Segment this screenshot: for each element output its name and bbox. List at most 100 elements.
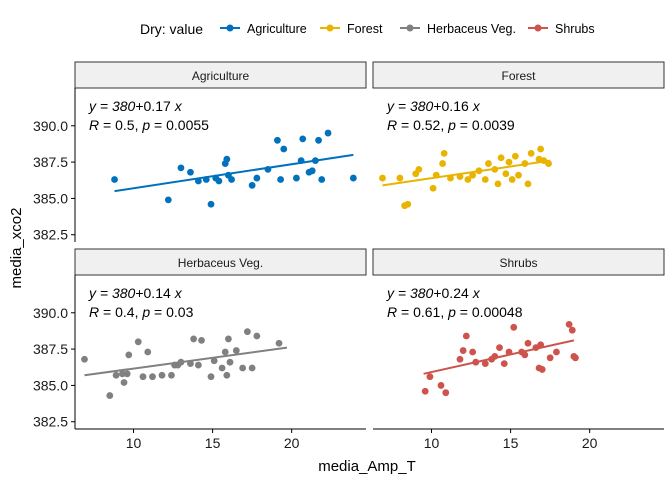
data-point [187, 168, 194, 176]
legend-items: Agriculture Forest Herbaceus Veg. Shrubs [220, 22, 595, 36]
data-point [439, 160, 446, 167]
equation-var: x [174, 285, 183, 301]
x-tick-label: 15 [503, 435, 519, 451]
regression-line [84, 346, 288, 377]
legend-item: Shrubs [528, 22, 595, 36]
stat-r-value: 0.5 [115, 117, 135, 133]
legend-key-dot [406, 24, 414, 32]
facet-strip [74, 248, 367, 276]
stat-p-symbol: p [141, 117, 150, 133]
legend-label: Shrubs [555, 22, 595, 36]
data-point [415, 165, 423, 173]
facet-strip-label: Herbaceus Veg. [178, 256, 263, 270]
data-point [491, 352, 499, 360]
data-point [432, 171, 440, 179]
stat-eq: = [397, 304, 413, 320]
data-point [274, 136, 281, 144]
data-point [207, 200, 215, 208]
data-point [527, 149, 535, 157]
data-point [437, 382, 445, 389]
facet-panel: Forest y = 380+0.16 x R = 0.52, p = 0.0039 [372, 61, 665, 210]
legend-label: Agriculture [247, 22, 307, 36]
facet-strip-label: Shrubs [499, 256, 537, 270]
data-point [469, 171, 477, 179]
data-point [202, 176, 210, 183]
stat-eq: = [150, 117, 166, 133]
facet-panel: Shrubs y = 380+0.24 x R = 0.61, p = 0.00048… [372, 248, 665, 451]
stat-r-symbol: R [89, 304, 99, 320]
data-point [568, 326, 576, 334]
y-tick-label: 387.5 [33, 154, 68, 170]
x-tick-label: 10 [424, 435, 440, 451]
data-point [456, 355, 464, 363]
data-point [277, 176, 284, 183]
data-point [324, 129, 332, 137]
data-point [215, 177, 223, 185]
facet-strip-label: Forest [501, 69, 536, 83]
stat-r-symbol: R [89, 117, 99, 133]
data-point [177, 164, 185, 172]
data-point [440, 149, 448, 157]
correlation-stats: R = 0.52, p = 0.0039 [387, 117, 515, 133]
stat-sep: , [135, 304, 143, 320]
legend-item: Herbaceus Veg. [400, 22, 516, 36]
data-point [429, 184, 437, 192]
data-point [223, 371, 231, 379]
data-point [187, 360, 194, 368]
y-tick-label: 387.5 [33, 341, 68, 357]
stat-eq: = [397, 117, 413, 133]
legend-key-dot [326, 24, 334, 32]
data-point [508, 176, 516, 183]
data-point [546, 354, 554, 362]
legend-label: Herbaceus Veg. [427, 22, 516, 36]
data-point [198, 336, 205, 344]
correlation-stats: R = 0.4, p = 0.03 [89, 304, 194, 320]
stat-p-symbol: p [447, 304, 456, 320]
correlation-stats: R = 0.61, p = 0.00048 [387, 304, 523, 320]
y-tick-label: 385.0 [33, 377, 68, 393]
data-point [456, 173, 464, 181]
data-point [472, 358, 480, 366]
equation-var: x [472, 98, 481, 114]
data-point [239, 364, 247, 372]
data-point [379, 174, 386, 182]
data-point [299, 135, 307, 143]
data-point [515, 171, 522, 179]
data-point [225, 335, 232, 343]
legend-key-dot [226, 24, 234, 32]
data-point [149, 373, 156, 381]
data-point [491, 165, 499, 173]
equation-lead: y = 380 [88, 98, 136, 114]
stat-r-value: 0.4 [115, 304, 135, 320]
y-axis-title: media_xco2 [8, 208, 25, 289]
data-point [226, 358, 234, 366]
data-point [545, 160, 552, 167]
equation-coef: 0.16 [442, 98, 469, 114]
equation-lead: y = 380 [386, 285, 434, 301]
data-point [81, 355, 88, 363]
data-point [119, 370, 126, 378]
stat-r-value: 0.61 [413, 304, 440, 320]
data-point [111, 176, 118, 183]
data-point [293, 174, 300, 182]
stat-p-symbol: p [141, 304, 150, 320]
y-tick-label: 390.0 [33, 118, 68, 134]
data-point [426, 373, 434, 381]
stat-p-value: 0.03 [166, 304, 193, 320]
legend-item: Agriculture [220, 22, 307, 36]
x-tick-label: 10 [126, 435, 142, 451]
data-point [497, 154, 505, 162]
data-point [502, 170, 510, 178]
legend-item: Forest [320, 22, 383, 36]
equation-coef: 0.17 [144, 98, 171, 114]
stat-eq: = [99, 304, 115, 320]
equation-coef: 0.14 [144, 285, 171, 301]
data-point [505, 348, 513, 356]
data-point [210, 357, 218, 365]
data-point [469, 348, 477, 356]
stat-p-value: 0.00048 [472, 304, 523, 320]
data-point [125, 351, 133, 359]
data-point [496, 344, 503, 352]
data-point [572, 354, 579, 362]
